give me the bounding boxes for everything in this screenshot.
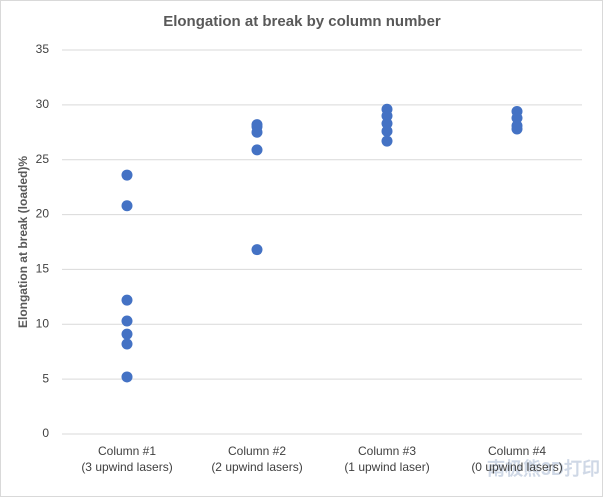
y-tick-label: 10 bbox=[36, 316, 50, 330]
point bbox=[121, 294, 133, 306]
x-tick-label: (3 upwind lasers) bbox=[81, 460, 172, 474]
point bbox=[381, 125, 393, 137]
watermark: 南极熊3D打印 bbox=[487, 458, 600, 479]
x-tick-label: Column #4 bbox=[488, 444, 546, 458]
point bbox=[251, 126, 263, 138]
chart-title: Elongation at break by column number bbox=[163, 13, 441, 30]
y-tick-label: 5 bbox=[42, 371, 49, 385]
point bbox=[511, 123, 523, 135]
y-tick-label: 0 bbox=[42, 426, 49, 440]
y-tick-label: 20 bbox=[36, 207, 50, 221]
y-tick-label: 35 bbox=[36, 42, 50, 56]
x-tick-label: Column #3 bbox=[358, 444, 416, 458]
point bbox=[121, 371, 133, 383]
x-tick-label: Column #2 bbox=[228, 444, 286, 458]
y-tick-label: 25 bbox=[36, 152, 50, 166]
point bbox=[121, 169, 133, 181]
x-tick-label: (2 upwind lasers) bbox=[211, 460, 302, 474]
y-tick-label: 15 bbox=[36, 262, 50, 276]
point bbox=[121, 328, 133, 340]
point bbox=[251, 244, 263, 256]
x-tick-label: Column #1 bbox=[98, 444, 156, 458]
point bbox=[121, 315, 133, 327]
x-tick-label: (0 upwind lasers) bbox=[471, 460, 562, 474]
point bbox=[381, 110, 393, 122]
point bbox=[511, 112, 523, 124]
point bbox=[251, 144, 263, 156]
x-tick-label: (1 upwind laser) bbox=[344, 460, 429, 474]
point bbox=[381, 135, 393, 147]
point bbox=[121, 338, 133, 350]
y-tick-label: 30 bbox=[36, 97, 50, 111]
y-axis-title: Elongation at break (loaded)% bbox=[16, 156, 30, 328]
point bbox=[121, 200, 133, 212]
point bbox=[381, 118, 393, 130]
